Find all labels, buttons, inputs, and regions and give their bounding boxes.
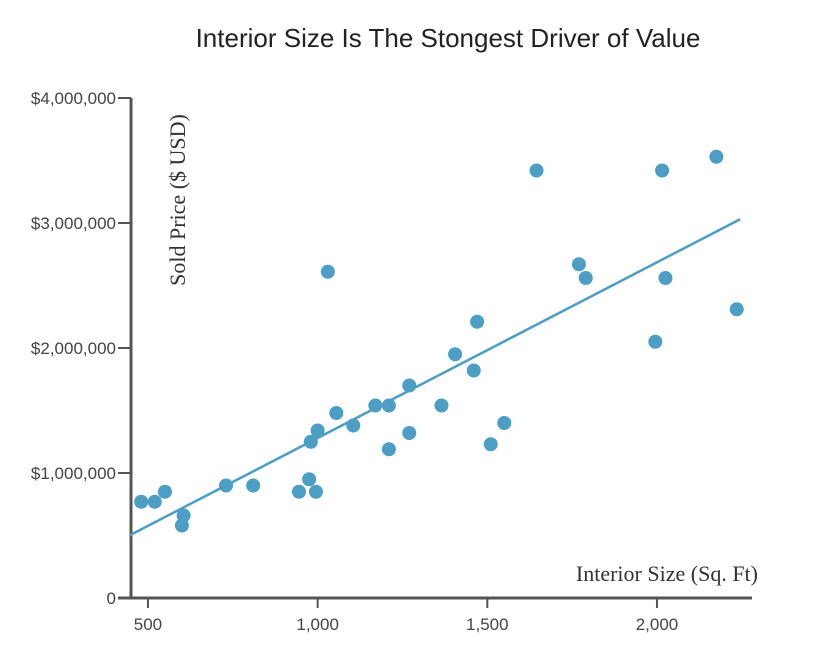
data-points bbox=[134, 149, 744, 533]
data-point bbox=[658, 271, 673, 285]
x-ticks: 500 1,000 1,500 2,000 bbox=[134, 598, 678, 634]
y-tick-label: $1,000,000 bbox=[31, 464, 116, 483]
data-point bbox=[402, 378, 417, 393]
y-ticks: 0 $1,000,000 $2,000,000 $3,000,000 $4,000,00… bbox=[31, 89, 131, 608]
x-tick-label: 1,500 bbox=[466, 615, 509, 634]
data-point bbox=[729, 302, 744, 317]
y-axis-title: Sold Price ($ USD) bbox=[165, 114, 190, 286]
data-point bbox=[176, 508, 191, 523]
x-tick-label: 1,000 bbox=[296, 615, 339, 634]
data-point bbox=[578, 271, 593, 285]
data-point bbox=[655, 163, 670, 178]
data-point bbox=[402, 426, 417, 440]
data-point bbox=[147, 494, 162, 509]
x-tick-label: 500 bbox=[134, 615, 162, 634]
y-tick-label: $4,000,000 bbox=[31, 89, 116, 108]
data-point bbox=[466, 363, 481, 378]
y-tick-label: $2,000,000 bbox=[31, 339, 116, 358]
data-point bbox=[529, 163, 544, 178]
data-point bbox=[448, 347, 463, 362]
data-point bbox=[368, 398, 383, 413]
data-point bbox=[246, 478, 261, 493]
x-tick-label: 2,000 bbox=[636, 615, 679, 634]
y-tick-label: $3,000,000 bbox=[31, 214, 116, 233]
data-point bbox=[302, 472, 317, 487]
x-axis-title: Interior Size (Sq. Ft) bbox=[576, 561, 758, 586]
data-point bbox=[291, 484, 306, 499]
data-point bbox=[329, 406, 344, 420]
data-point bbox=[648, 334, 663, 349]
data-point bbox=[310, 423, 325, 438]
data-point bbox=[381, 442, 396, 457]
data-point bbox=[470, 314, 485, 329]
data-point bbox=[709, 149, 724, 164]
y-tick-label: 0 bbox=[107, 589, 116, 608]
data-point bbox=[134, 494, 149, 509]
data-point bbox=[434, 398, 449, 413]
data-point bbox=[346, 418, 361, 433]
data-point bbox=[320, 264, 335, 279]
data-point bbox=[483, 437, 498, 452]
data-point bbox=[571, 257, 586, 272]
chart-title: Interior Size Is The Stongest Driver of … bbox=[196, 23, 701, 53]
data-point bbox=[308, 484, 323, 499]
data-point bbox=[303, 434, 318, 449]
data-point bbox=[381, 398, 396, 413]
data-point bbox=[157, 484, 172, 499]
data-point bbox=[497, 416, 512, 430]
data-point bbox=[219, 478, 234, 493]
